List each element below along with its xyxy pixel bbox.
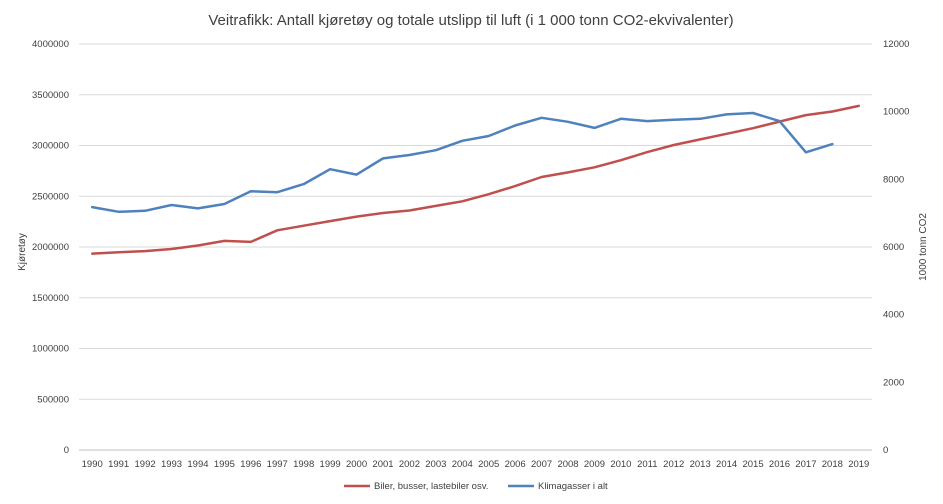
legend-label-emissions: Klimagasser i alt: [538, 481, 608, 492]
x-tick-label: 2016: [769, 459, 790, 470]
y-axis-ticks: 0 500000 1000000 1500000 2000000 2500000 30000…: [32, 39, 69, 456]
y2-tick-label: 10000: [883, 107, 909, 118]
x-tick-label: 1998: [293, 459, 314, 470]
x-tick-label: 1992: [135, 459, 156, 470]
x-tick-label: 1996: [240, 459, 261, 470]
legend-label-vehicles: Biler, busser, lastebiler osv.: [374, 481, 488, 492]
x-tick-label: 2008: [557, 459, 578, 470]
x-tick-label: 2002: [399, 459, 420, 470]
x-tick-label: 1993: [161, 459, 182, 470]
y-tick-label: 2500000: [32, 191, 69, 202]
series-layer: [90, 104, 861, 255]
y2-tick-label: 6000: [883, 242, 904, 253]
y-tick-label: 2000000: [32, 242, 69, 253]
y-tick-label: 3000000: [32, 141, 69, 152]
y2-tick-label: 0: [883, 445, 888, 456]
y-tick-label: 3500000: [32, 90, 69, 101]
x-tick-label: 2006: [505, 459, 526, 470]
x-tick-label: 2007: [531, 459, 552, 470]
legend: Biler, busser, lastebiler osv. Klimagass…: [344, 481, 608, 492]
x-tick-label: 1997: [267, 459, 288, 470]
x-tick-label: 2000: [346, 459, 367, 470]
x-tick-label: 2018: [822, 459, 843, 470]
y-axis-label: Kjøretøy: [17, 233, 28, 271]
x-tick-label: 2009: [584, 459, 605, 470]
x-tick-label: 1991: [108, 459, 129, 470]
x-tick-label: 2014: [716, 459, 737, 470]
y2-tick-label: 4000: [883, 310, 904, 321]
x-tick-label: 1994: [187, 459, 208, 470]
x-tick-label: 1995: [214, 459, 235, 470]
x-tick-label: 2004: [452, 459, 473, 470]
series-line-vehicles: [90, 104, 861, 255]
x-tick-label: 1999: [320, 459, 341, 470]
y2-axis-ticks: 0 2000 4000 6000 8000 10000 12000: [883, 39, 909, 456]
x-tick-label: 2015: [742, 459, 763, 470]
gridlines: [79, 43, 872, 451]
x-axis-ticks: 1990 1991 1992 1993 1994 1995 1996 1997 1998 1999…: [82, 459, 870, 470]
y-tick-label: 1500000: [32, 293, 69, 304]
x-tick-label: 2012: [663, 459, 684, 470]
y-tick-label: 500000: [37, 394, 69, 405]
chart-title: Veitrafikk: Antall kjøretøy og totale ut…: [208, 12, 733, 29]
x-tick-label: 1990: [82, 459, 103, 470]
y2-tick-label: 2000: [883, 377, 904, 388]
x-tick-label: 2005: [478, 459, 499, 470]
x-tick-label: 2010: [610, 459, 631, 470]
y-tick-label: 4000000: [32, 39, 69, 50]
x-tick-label: 2001: [372, 459, 393, 470]
x-tick-label: 2011: [637, 459, 657, 470]
y-tick-label: 0: [64, 445, 69, 456]
y2-tick-label: 8000: [883, 174, 904, 185]
y2-tick-label: 12000: [883, 39, 909, 50]
x-tick-label: 2017: [795, 459, 816, 470]
series-line-emissions: [90, 111, 834, 214]
y-tick-label: 1000000: [32, 344, 69, 355]
x-tick-label: 2013: [690, 459, 711, 470]
x-tick-label: 2003: [425, 459, 446, 470]
y2-axis-label: 1000 tonn CO2: [918, 213, 929, 281]
x-tick-label: 2019: [848, 459, 869, 470]
